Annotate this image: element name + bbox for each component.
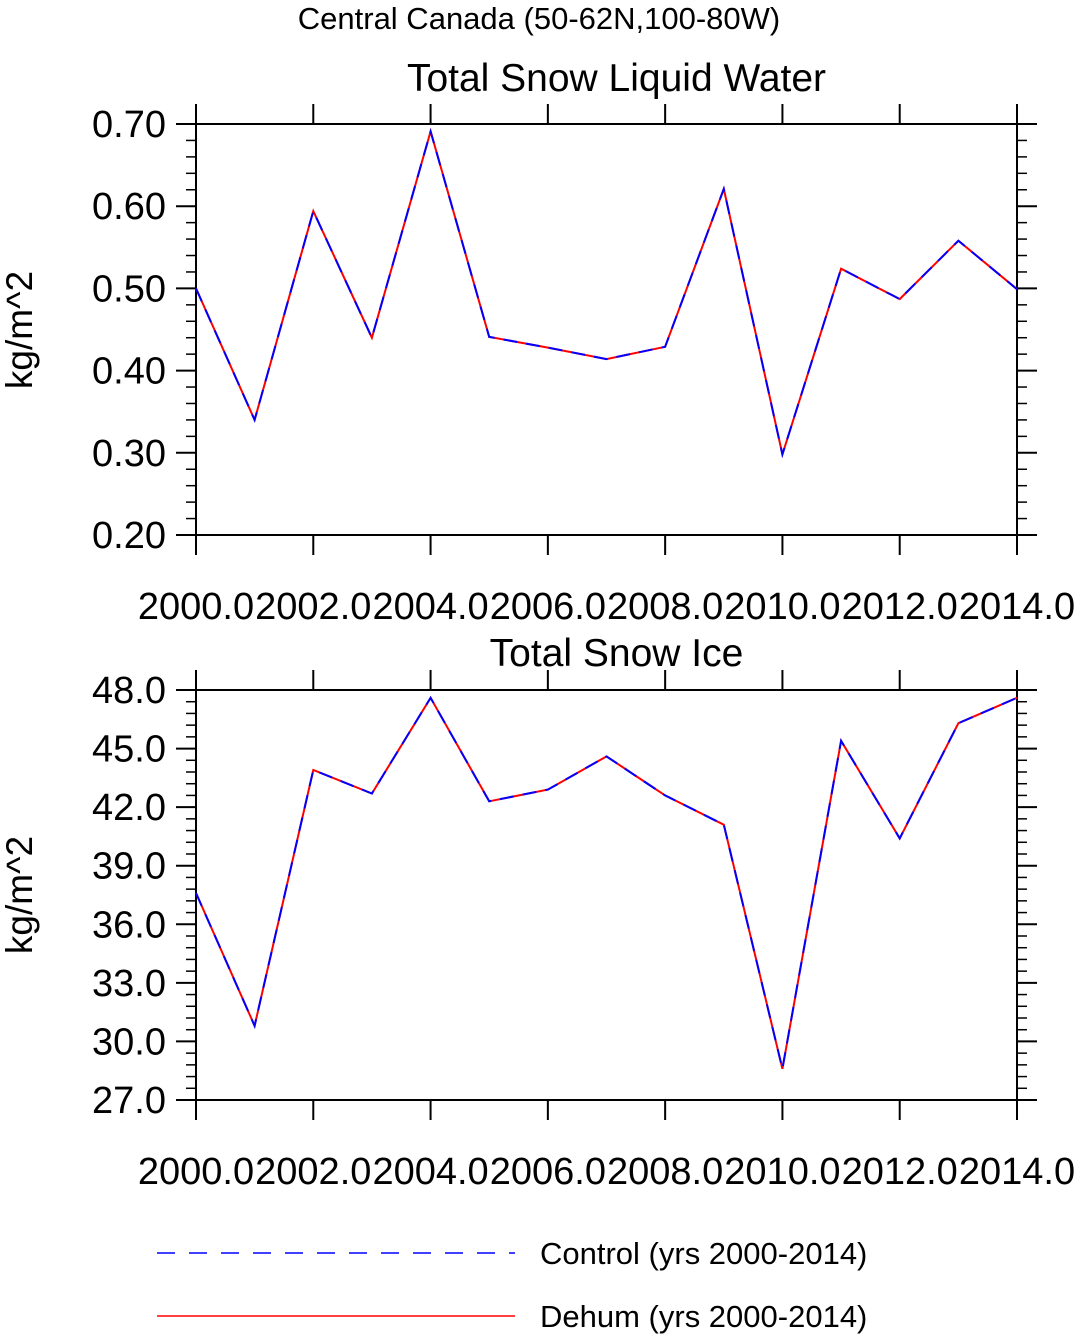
x-tick-label: 2004.0	[372, 1151, 488, 1193]
x-tick-label: 2006.0	[490, 586, 606, 628]
series-line-control	[195, 127, 1018, 459]
x-tick-label: 2006.0	[490, 1151, 606, 1193]
y-axis-label: kg/m^2	[0, 271, 40, 389]
series-line-dehum	[195, 127, 1018, 459]
y-tick-label: 0.60	[92, 186, 166, 228]
x-tick-label: 2014.0	[959, 1151, 1075, 1193]
panel-title: Total Snow Liquid Water	[407, 57, 826, 100]
legend-label-control: Control (yrs 2000-2014)	[540, 1236, 867, 1271]
x-tick-label: 2004.0	[372, 586, 488, 628]
x-tick-label: 2010.0	[724, 586, 840, 628]
legend-label-dehum: Dehum (yrs 2000-2014)	[540, 1299, 867, 1334]
y-tick-label: 0.30	[92, 433, 166, 475]
y-tick-label: 48.0	[92, 670, 166, 712]
panel-snow-liquid-water: Total Snow Liquid Water kg/m^2 0.20 0.30 0.4…	[0, 57, 1075, 628]
series-line-control	[195, 695, 1018, 1070]
y-tick-label: 39.0	[92, 846, 166, 888]
y-axis-label: kg/m^2	[0, 836, 40, 954]
y-tick-label: 0.40	[92, 351, 166, 393]
series-line-dehum	[195, 695, 1018, 1070]
y-tick-label: 36.0	[92, 904, 166, 946]
x-tick-label: 2012.0	[842, 1151, 958, 1193]
x-tick-label: 2002.0	[255, 1151, 371, 1193]
x-tick-label: 2000.0	[138, 586, 254, 628]
x-tick-label: 2008.0	[607, 1151, 723, 1193]
y-tick-label: 0.50	[92, 268, 166, 310]
x-tick-label: 2010.0	[724, 1151, 840, 1193]
y-tick-label: 45.0	[92, 729, 166, 771]
plot-frame	[195, 689, 1018, 1101]
y-tick-label: 0.20	[92, 515, 166, 557]
x-tick-label: 2002.0	[255, 586, 371, 628]
x-tick-label: 2012.0	[842, 586, 958, 628]
x-tick-label: 2014.0	[959, 586, 1075, 628]
plot-frame	[195, 123, 1018, 536]
x-tick-label: 2000.0	[138, 1151, 254, 1193]
y-tick-label: 0.70	[92, 104, 166, 146]
y-tick-label: 33.0	[92, 963, 166, 1005]
x-tick-label: 2008.0	[607, 586, 723, 628]
main-title: Central Canada (50-62N,100-80W)	[298, 1, 780, 36]
y-tick-label: 30.0	[92, 1021, 166, 1063]
panel-title: Total Snow Ice	[490, 632, 744, 675]
y-tick-label: 27.0	[92, 1080, 166, 1122]
y-tick-label: 42.0	[92, 787, 166, 829]
panel-snow-ice: Total Snow Ice kg/m^2 27.0 30.0 33.0 36.0 39.0…	[0, 632, 1075, 1193]
legend: Control (yrs 2000-2014) Dehum (yrs 2000-2…	[157, 1236, 867, 1334]
